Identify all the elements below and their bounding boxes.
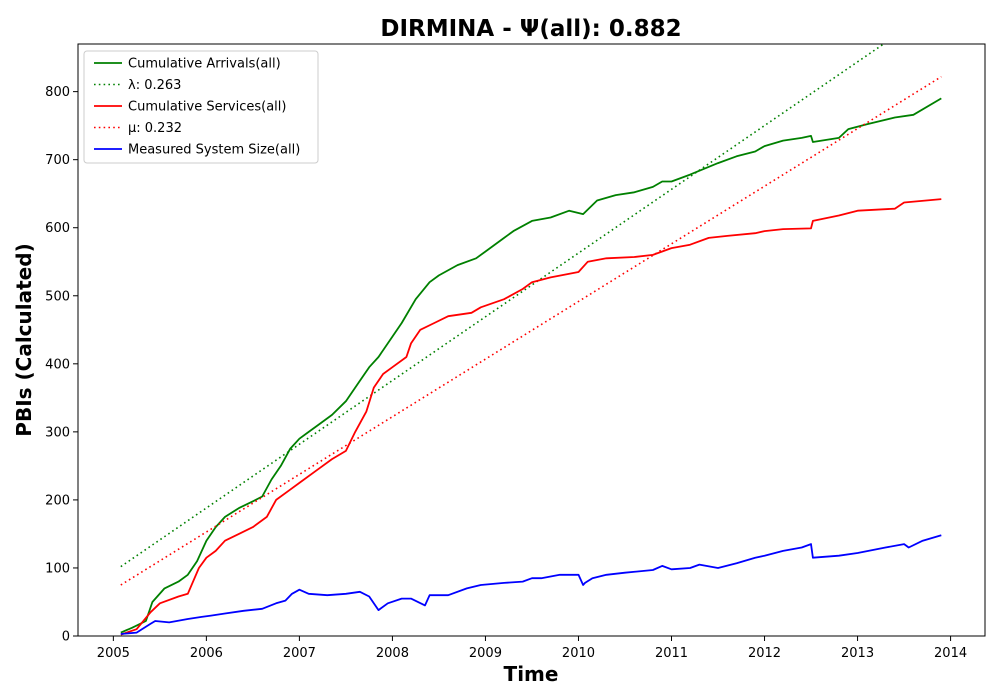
y-axis-title: PBIs (Calculated): [12, 243, 36, 436]
x-tick-label: 2013: [841, 646, 874, 661]
x-tick-label: 2012: [748, 646, 781, 661]
y-tick-label: 700: [45, 153, 70, 168]
series-group: [120, 44, 942, 636]
x-tick-label: 2008: [376, 646, 409, 661]
y-tick-label: 0: [62, 630, 70, 645]
y-tick-label: 200: [45, 493, 70, 508]
legend-label: μ: 0.232: [128, 121, 182, 136]
legend-label: Cumulative Arrivals(all): [128, 57, 281, 72]
x-tick-label: 2011: [655, 646, 688, 661]
series-line-2: [120, 44, 885, 568]
x-tick-label: 2005: [97, 646, 130, 661]
x-tick-label: 2009: [469, 646, 502, 661]
y-tick-label: 300: [45, 425, 70, 440]
y-tick-label: 100: [45, 561, 70, 576]
chart-title: DIRMINA - Ψ(all): 0.882: [380, 16, 681, 42]
y-tick-label: 800: [45, 85, 70, 100]
series-line-5: [120, 534, 942, 635]
x-tick-label: 2010: [562, 646, 595, 661]
legend: Cumulative Arrivals(all) λ: 0.263 Cumulati…: [83, 50, 319, 164]
y-tick-label: 500: [45, 289, 70, 304]
series-line-3: [120, 198, 942, 636]
x-tick-label: 2006: [190, 646, 223, 661]
legend-box: [83, 50, 319, 164]
x-tick-label: 2007: [283, 646, 316, 661]
series-line-1: [120, 97, 942, 634]
plot-area: 2005 2006 2007 2008 2009 2010 2011 2012 2013 2014…: [45, 43, 986, 661]
legend-label: λ: 0.263: [128, 78, 181, 93]
x-axis-title: Time: [504, 662, 559, 686]
legend-label: Cumulative Services(all): [128, 100, 286, 115]
legend-label: Measured System Size(all): [128, 143, 300, 158]
axes-frame: [77, 43, 986, 637]
y-tick-label: 600: [45, 221, 70, 236]
y-tick-label: 400: [45, 357, 70, 372]
x-tick-label: 2014: [934, 646, 967, 661]
